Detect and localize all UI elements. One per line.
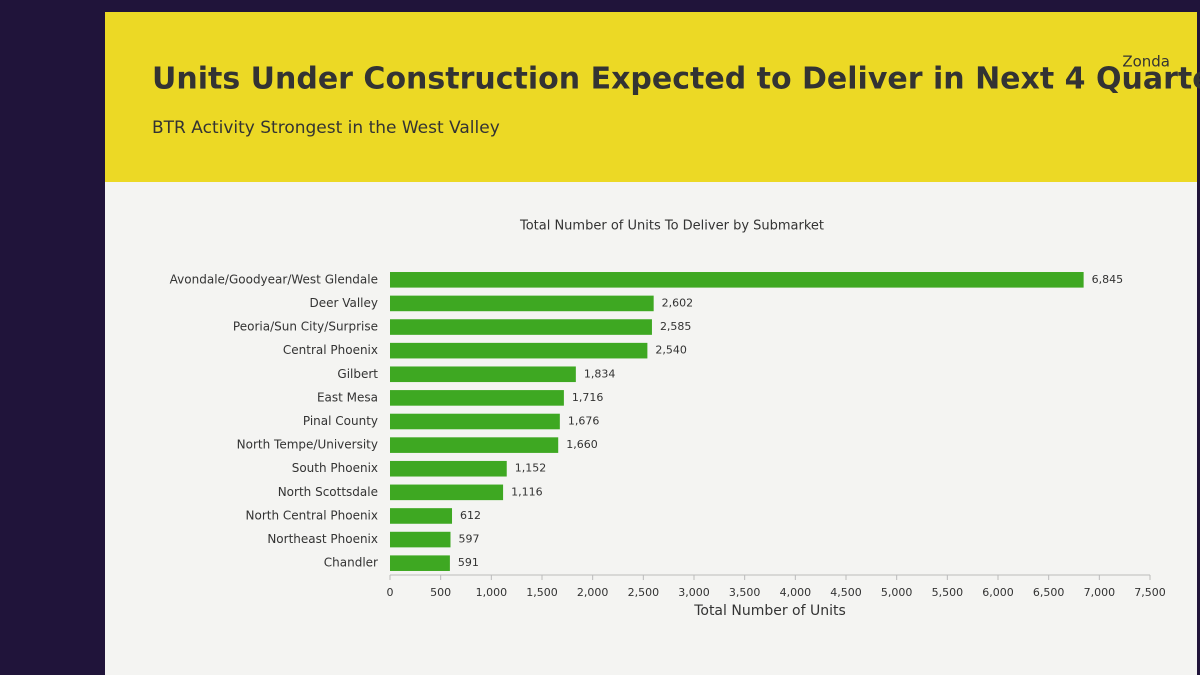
bar: [390, 272, 1084, 288]
value-label: 1,660: [566, 438, 598, 451]
bar: [390, 531, 451, 548]
category-label: Deer Valley: [309, 296, 378, 310]
bar: [390, 484, 504, 501]
bar: [390, 508, 453, 524]
value-label: 2,602: [662, 296, 694, 309]
value-label: 591: [458, 556, 479, 569]
x-tick-label: 0: [387, 586, 394, 599]
category-label: East Mesa: [317, 390, 378, 404]
x-axis-label: Total Number of Units: [693, 603, 846, 619]
category-label: North Central Phoenix: [246, 508, 379, 522]
x-tick-label: 500: [430, 586, 451, 599]
x-tick-label: 4,000: [780, 586, 812, 599]
value-label: 1,834: [584, 367, 616, 380]
x-tick-label: 2,500: [628, 586, 660, 599]
slide-subtitle: BTR Activity Strongest in the West Valle…: [152, 118, 500, 138]
category-label: North Tempe/University: [237, 438, 378, 452]
bar: [390, 437, 559, 453]
x-tick-label: 1,000: [476, 586, 508, 599]
bar: [390, 555, 450, 571]
x-tick-label: 1,500: [526, 586, 558, 599]
x-tick-label: 5,000: [881, 586, 913, 599]
value-label: 2,585: [660, 320, 692, 333]
category-label: South Phoenix: [292, 461, 378, 475]
x-tick-label: 4,500: [830, 586, 862, 599]
chart-title: Total Number of Units To Deliver by Subm…: [519, 219, 824, 234]
x-tick-label: 3,000: [678, 586, 710, 599]
x-tick-label: 3,500: [729, 586, 761, 599]
category-label: Avondale/Goodyear/West Glendale: [170, 272, 378, 286]
bar: [390, 319, 652, 335]
value-label: 612: [460, 509, 481, 522]
value-label: 6,845: [1092, 273, 1124, 286]
bar: [390, 295, 654, 312]
logo: Zonda: [1122, 53, 1170, 71]
slide-title: Units Under Construction Expected to Del…: [152, 62, 1200, 97]
value-label: 1,716: [572, 391, 604, 404]
value-label: 2,540: [655, 344, 687, 357]
x-tick-label: 7,500: [1134, 586, 1166, 599]
category-label: Pinal County: [303, 414, 378, 428]
x-tick-label: 2,000: [577, 586, 609, 599]
value-label: 1,152: [515, 462, 547, 475]
value-label: 597: [458, 533, 479, 546]
header-band: [105, 12, 1197, 182]
category-label: Peoria/Sun City/Surprise: [233, 320, 378, 334]
x-tick-label: 6,000: [982, 586, 1014, 599]
bar: [390, 390, 564, 406]
x-tick-label: 5,500: [932, 586, 964, 599]
category-label: North Scottsdale: [278, 485, 378, 499]
bar: [390, 342, 648, 359]
x-tick-label: 6,500: [1033, 586, 1065, 599]
category-label: Gilbert: [337, 367, 378, 381]
bar: [390, 366, 576, 383]
value-label: 1,116: [511, 485, 543, 498]
bar: [390, 460, 507, 477]
value-label: 1,676: [568, 415, 600, 428]
category-label: Northeast Phoenix: [267, 532, 378, 546]
category-label: Chandler: [324, 556, 378, 570]
category-label: Central Phoenix: [283, 343, 378, 357]
bar: [390, 413, 560, 430]
x-tick-label: 7,000: [1084, 586, 1116, 599]
